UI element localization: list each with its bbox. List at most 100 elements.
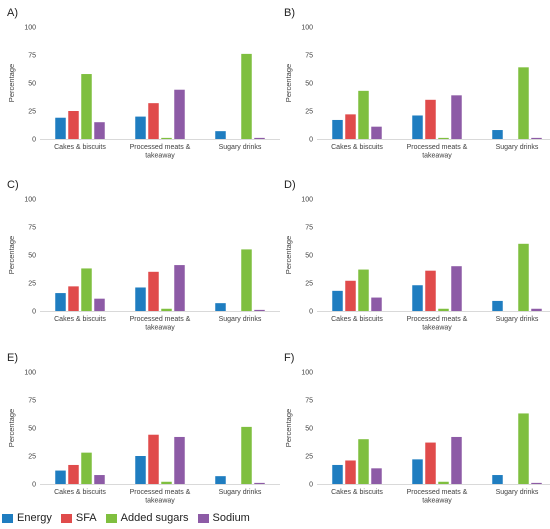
panel-label-e: E) [7, 352, 18, 364]
y-tick-label-b-75: 75 [305, 53, 313, 60]
x-category-label-b-1: Processed meats & takeaway [407, 144, 468, 160]
y-axis-label-c: Percentage [7, 236, 16, 274]
bar-e-sodium-2 [254, 482, 265, 484]
bar-f-sodium-0 [371, 468, 382, 484]
bar-a-added-sugars-1 [161, 137, 172, 139]
bar-d-energy-0 [332, 290, 343, 311]
bar-c-added-sugars-0 [81, 268, 92, 311]
x-category-label-line: Sugary drinks [496, 489, 539, 496]
bar-f-sodium-1 [451, 436, 462, 484]
y-tick-label-f-75: 75 [305, 398, 313, 405]
bar-f-energy-0 [332, 464, 343, 484]
legend-swatch-sfa [60, 513, 72, 523]
x-category-label-d-1: Processed meats & takeaway [407, 316, 468, 332]
x-category-label-line: Cakes & biscuits [54, 489, 106, 496]
x-category-label-line: Cakes & biscuits [331, 144, 383, 151]
bar-a-added-sugars-2 [241, 53, 252, 139]
bar-d-sodium-1 [451, 266, 462, 311]
y-tick-label-f-25: 25 [305, 454, 313, 461]
bar-c-energy-0 [55, 293, 66, 311]
x-category-label-line: Processed meats & [407, 489, 468, 496]
y-axis-label-e: Percentage [7, 409, 16, 447]
x-category-label-line: Sugary drinks [496, 316, 539, 323]
legend: Energy SFA Added sugars Sodium [0, 509, 550, 527]
bar-d-sfa-1 [425, 270, 436, 311]
bar-c-sodium-0 [94, 298, 105, 311]
x-category-label-line: Cakes & biscuits [331, 489, 383, 496]
bar-e-sodium-0 [94, 475, 105, 484]
x-category-label-line: takeaway [422, 498, 452, 505]
panel-a: A) Percentage 0 25 50 75 100 Cakes & biscuits Pr… [7, 7, 280, 160]
panel-label-f: F) [284, 352, 294, 364]
x-category-label-d-2: Sugary drinks [496, 316, 539, 323]
bar-c-sfa-0 [68, 286, 79, 311]
bar-b-added-sugars-1 [438, 137, 449, 139]
legend-label-energy: Energy [17, 512, 52, 524]
bar-e-added-sugars-0 [81, 452, 92, 484]
x-category-label-a-1: Processed meats & takeaway [130, 144, 191, 160]
x-category-label-b-2: Sugary drinks [496, 144, 539, 151]
x-category-label-line: takeaway [145, 325, 175, 332]
x-category-label-c-0: Cakes & biscuits [54, 316, 106, 323]
bar-b-sodium-2 [531, 137, 542, 139]
x-category-label-d-0: Cakes & biscuits [331, 316, 383, 323]
bar-f-sodium-2 [531, 482, 542, 484]
bar-a-energy-1 [135, 116, 146, 139]
bar-d-sodium-2 [531, 308, 542, 311]
bar-e-sfa-1 [148, 434, 159, 484]
bar-e-energy-0 [55, 470, 66, 484]
bar-a-sodium-1 [174, 89, 185, 139]
legend-item-sodium: Sodium [197, 512, 250, 524]
bar-e-added-sugars-2 [241, 426, 252, 484]
bar-f-added-sugars-2 [518, 413, 529, 484]
bar-c-sfa-1 [148, 271, 159, 311]
x-category-label-c-1: Processed meats & takeaway [130, 316, 191, 332]
y-tick-label-b-25: 25 [305, 109, 313, 116]
bar-b-added-sugars-0 [358, 90, 369, 139]
y-axis-label-a: Percentage [7, 64, 16, 102]
x-category-label-line: Processed meats & [407, 144, 468, 151]
bar-c-energy-1 [135, 287, 146, 311]
bar-d-added-sugars-0 [358, 269, 369, 311]
x-category-label-line: Sugary drinks [219, 316, 262, 323]
y-tick-label-d-75: 75 [305, 225, 313, 232]
panel-label-a: A) [7, 7, 18, 19]
y-tick-label-f-0: 0 [309, 482, 313, 489]
x-category-label-line: Sugary drinks [496, 144, 539, 151]
bar-a-sodium-0 [94, 122, 105, 139]
bar-a-added-sugars-0 [81, 74, 92, 139]
bar-e-energy-2 [215, 476, 226, 484]
bar-f-added-sugars-1 [438, 481, 449, 484]
x-category-label-line: Sugary drinks [219, 489, 262, 496]
y-tick-label-c-75: 75 [28, 225, 36, 232]
y-tick-label-c-50: 50 [28, 253, 36, 260]
y-tick-label-f-50: 50 [305, 426, 313, 433]
panel-b: B) Percentage 0 25 50 75 100 Cakes & biscuits Pr… [284, 7, 550, 160]
y-tick-label-f-100: 100 [301, 370, 313, 377]
bar-e-energy-1 [135, 456, 146, 484]
bar-b-energy-2 [492, 130, 503, 139]
y-tick-label-a-100: 100 [24, 25, 36, 32]
y-tick-label-a-25: 25 [28, 109, 36, 116]
bar-c-sodium-2 [254, 309, 265, 311]
y-tick-label-d-25: 25 [305, 281, 313, 288]
bar-b-sfa-1 [425, 99, 436, 139]
y-tick-label-d-100: 100 [301, 197, 313, 204]
bar-e-sodium-1 [174, 436, 185, 484]
bar-d-added-sugars-1 [438, 308, 449, 311]
y-axis-label-d: Percentage [284, 236, 293, 274]
y-tick-label-e-50: 50 [28, 426, 36, 433]
bar-e-sfa-0 [68, 464, 79, 484]
bar-b-energy-0 [332, 119, 343, 139]
y-tick-label-b-0: 0 [309, 137, 313, 144]
x-category-label-line: takeaway [145, 498, 175, 505]
bar-b-sfa-0 [345, 114, 356, 139]
panel-label-d: D) [284, 179, 296, 191]
y-tick-label-b-50: 50 [305, 81, 313, 88]
y-tick-label-a-0: 0 [32, 137, 36, 144]
x-category-label-c-2: Sugary drinks [219, 316, 262, 323]
bar-f-added-sugars-0 [358, 439, 369, 484]
bar-a-sfa-0 [68, 111, 79, 139]
x-category-label-a-0: Cakes & biscuits [54, 144, 106, 151]
x-category-label-line: Cakes & biscuits [331, 316, 383, 323]
